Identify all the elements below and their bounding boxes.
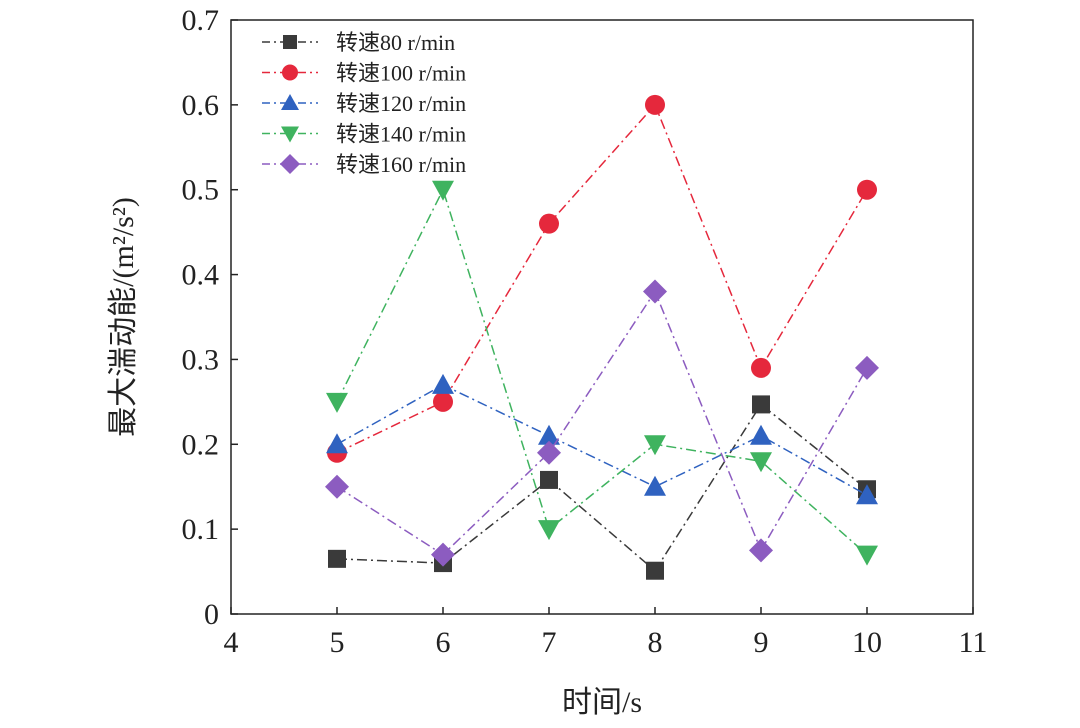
- data-point: [750, 424, 772, 445]
- y-tick-label: 0.5: [182, 174, 220, 207]
- series-3: [326, 180, 878, 566]
- series-2: [326, 373, 878, 505]
- data-point: [540, 470, 558, 489]
- x-axis-label: 时间/s: [562, 686, 642, 719]
- y-tick-label: 0.7: [182, 4, 220, 37]
- data-point: [280, 154, 300, 174]
- data-point: [283, 35, 297, 49]
- series-line: [336, 384, 868, 496]
- data-point: [856, 484, 878, 505]
- y-axis-label: 最大湍动能/(m²/s²): [107, 197, 140, 437]
- legend-label: 转速100 r/min: [336, 61, 466, 86]
- series-line: [336, 103, 868, 454]
- data-point: [643, 279, 667, 304]
- data-point: [325, 474, 349, 499]
- series-4: [325, 279, 879, 567]
- series-line: [336, 403, 868, 572]
- data-point: [538, 520, 560, 541]
- x-tick-label: 4: [224, 626, 239, 659]
- legend-item: 转速100 r/min: [262, 61, 466, 86]
- data-point: [326, 392, 348, 413]
- y-tick-label: 0: [204, 598, 219, 631]
- x-tick-label: 9: [754, 626, 769, 659]
- legend-item: 转速140 r/min: [262, 122, 466, 147]
- data-point: [281, 94, 299, 110]
- y-tick-label: 0.3: [182, 343, 220, 376]
- series-line: [336, 289, 868, 556]
- data-point: [857, 179, 877, 200]
- data-point: [749, 538, 773, 563]
- data-point: [328, 549, 346, 568]
- legend-item: 转速160 r/min: [262, 152, 466, 177]
- data-point: [644, 475, 666, 496]
- y-tick-label: 0.4: [182, 259, 220, 292]
- x-tick-label: 6: [436, 626, 451, 659]
- x-tick-label: 8: [648, 626, 663, 659]
- legend-label: 转速140 r/min: [336, 122, 466, 147]
- x-tick-label: 7: [542, 626, 557, 659]
- legend-label: 转速80 r/min: [336, 30, 455, 55]
- legend-item: 转速120 r/min: [262, 91, 466, 116]
- y-tick-label: 0.6: [182, 89, 220, 122]
- x-tick-label: 10: [852, 626, 882, 659]
- x-tick-label: 5: [330, 626, 345, 659]
- y-tick-label: 0.2: [182, 428, 220, 461]
- data-point: [433, 391, 453, 412]
- data-point: [326, 433, 348, 454]
- plot-frame: [230, 19, 974, 615]
- data-point: [855, 355, 879, 380]
- x-tick-label: 11: [959, 626, 988, 659]
- y-tick-label: 0.1: [182, 513, 220, 546]
- legend-item: 转速80 r/min: [262, 30, 455, 55]
- data-point: [856, 545, 878, 566]
- data-point: [752, 395, 770, 414]
- data-point: [281, 126, 299, 143]
- legend-label: 转速160 r/min: [336, 152, 466, 177]
- data-point: [646, 561, 664, 580]
- data-point: [537, 440, 561, 465]
- data-point: [539, 213, 559, 234]
- series-line: [336, 187, 868, 556]
- legend-label: 转速120 r/min: [336, 91, 466, 116]
- data-point: [282, 64, 298, 81]
- series-1: [327, 94, 877, 463]
- data-point: [431, 542, 455, 567]
- data-point: [538, 424, 560, 445]
- data-point: [750, 452, 772, 473]
- data-point: [644, 435, 666, 456]
- data-point: [432, 373, 454, 394]
- data-point: [432, 180, 454, 201]
- data-point: [751, 357, 771, 378]
- data-point: [645, 94, 665, 115]
